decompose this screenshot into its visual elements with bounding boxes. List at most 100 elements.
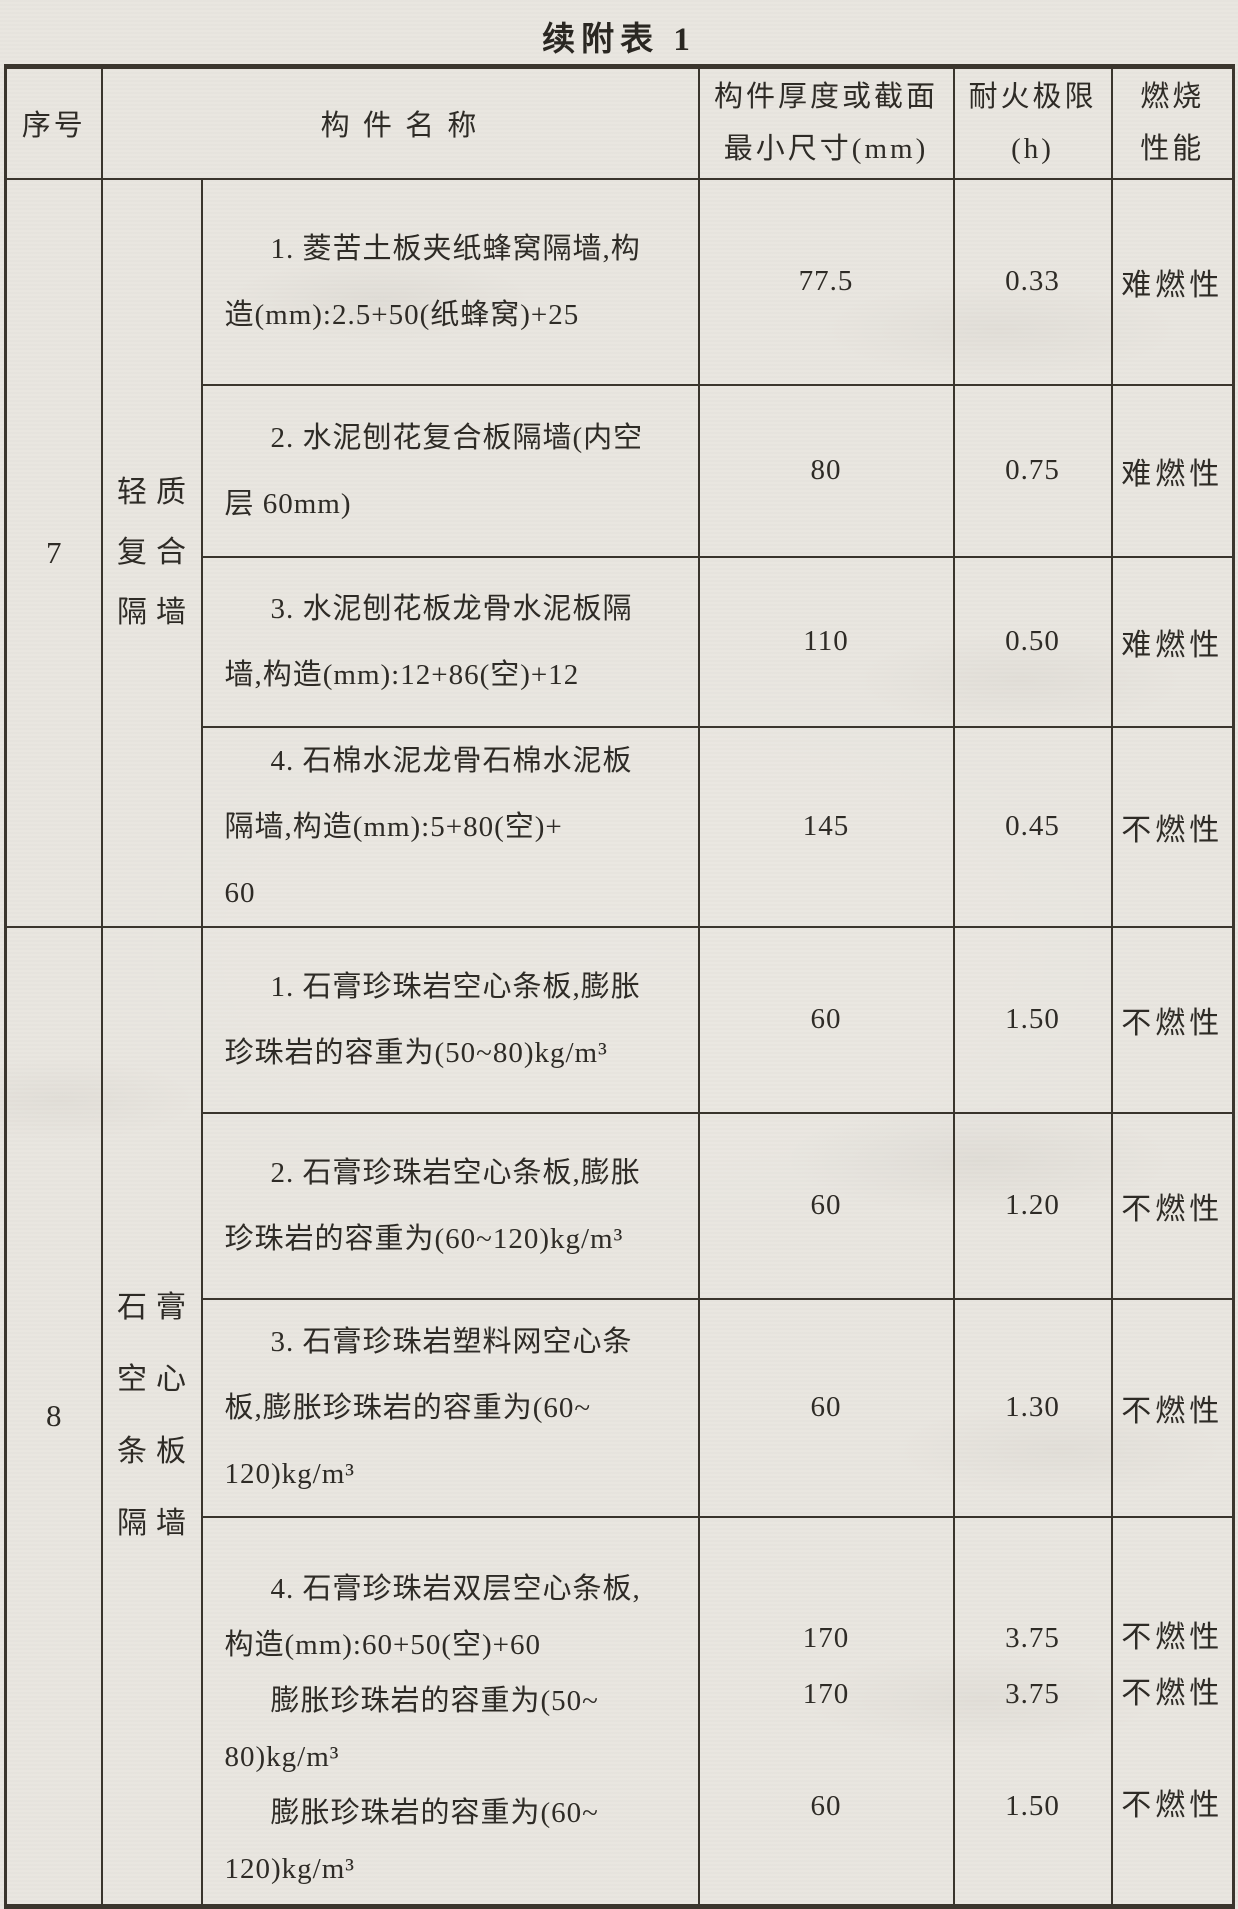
table-row-7-4: 4. 石棉水泥龙骨石棉水泥板 隔墙,构造(mm):5+80(空)+ 60 145… [6, 725, 1235, 928]
header-burn-line1: 燃烧 [1140, 81, 1205, 114]
header-thickness-line2: 最小尺寸(mm) [723, 133, 929, 166]
combustibility-value: 不燃性 [1110, 925, 1235, 1114]
table-row-7-3: 3. 水泥刨花板龙骨水泥板隔 墙,构造(mm):12+86(空)+12 110 … [6, 555, 1235, 728]
thickness-value: 60 [810, 1789, 842, 1822]
fire-limit-value: 1.50 [1005, 1789, 1060, 1822]
text-line: 1. 石膏珍珠岩空心条板,膨胀 [270, 970, 641, 1003]
text-line: 珍珠岩的容重为(50~80)kg/m³ [224, 1036, 608, 1069]
fire-limit-value: 0.75 [952, 383, 1113, 558]
header-row: 序号 构 件 名 称 构件厚度或截面 最小尺寸(mm) 耐火极限 (h) 燃烧 … [4, 65, 1235, 180]
category-line: 隔墙 [117, 1506, 195, 1540]
text-line: 板,膨胀珍珠岩的容重为(60~ [224, 1391, 592, 1424]
fire-limit-value: 1.50 [952, 925, 1113, 1114]
header-component-name: 构 件 名 称 [100, 65, 700, 180]
thickness-value: 60 [697, 925, 955, 1114]
category-line: 石膏 [117, 1290, 195, 1324]
component-name-cell: 3. 石膏珍珠岩塑料网空心条 板,膨胀珍珠岩的容重为(60~ 120)kg/m³ [200, 1297, 700, 1518]
component-name-cell: 4. 石膏珍珠岩双层空心条板, 构造(mm):60+50(空)+60 膨胀珍珠岩… [200, 1515, 700, 1908]
text-line: 1. 菱苦土板夹纸蜂窝隔墙,构 [270, 232, 641, 265]
header-fire-line2: (h) [1011, 133, 1054, 166]
text-line: 120)kg/m³ [224, 1457, 355, 1490]
text-line: 墙,构造(mm):12+86(空)+12 [224, 658, 580, 691]
thickness-value: 110 [697, 555, 955, 728]
component-name-lines: 4. 石膏珍珠岩双层空心条板, 构造(mm):60+50(空)+60 膨胀珍珠岩… [225, 1525, 688, 1897]
component-name-lines: 3. 水泥刨花板龙骨水泥板隔 墙,构造(mm):12+86(空)+12 [225, 576, 688, 708]
combustibility-value: 不燃性 [1121, 1788, 1224, 1822]
header-fire-line1: 耐火极限 [968, 81, 1097, 114]
header-fire-limit: 耐火极限 (h) [952, 65, 1113, 180]
category-line: 空心 [117, 1362, 195, 1396]
header-serial: 序号 [4, 65, 103, 180]
text-line: 3. 石膏珍珠岩塑料网空心条 [270, 1325, 633, 1358]
text-line: 4. 石棉水泥龙骨石棉水泥板 [270, 744, 633, 777]
combustibility-value: 不燃性 [1121, 1676, 1224, 1710]
fire-limit-value: 3.75 [1005, 1621, 1060, 1654]
thickness-value: 145 [697, 725, 955, 928]
fire-limit-value: 1.30 [952, 1297, 1113, 1518]
thickness-value: 170 [802, 1621, 850, 1654]
group-category-8: 石膏 空心 条板 隔墙 [100, 925, 203, 1908]
component-name-lines: 1. 石膏珍珠岩空心条板,膨胀 珍珠岩的容重为(50~80)kg/m³ [225, 954, 688, 1086]
table-row-8-2: 2. 石膏珍珠岩空心条板,膨胀 珍珠岩的容重为(60~120)kg/m³ 60 … [6, 1111, 1235, 1300]
text-line: 膨胀珍珠岩的容重为(50~ [270, 1684, 599, 1717]
text-line: 3. 水泥刨花板龙骨水泥板隔 [270, 592, 633, 625]
thickness-value: 60 [697, 1297, 955, 1518]
category-line: 复合 [117, 535, 195, 569]
combustibility-value: 不燃性 [1121, 1620, 1224, 1654]
text-line: 构造(mm):60+50(空)+60 [224, 1628, 542, 1661]
header-thickness: 构件厚度或截面 最小尺寸(mm) [697, 65, 955, 180]
group-serial-8: 8 [4, 925, 103, 1908]
text-line: 60 [224, 876, 256, 909]
text-line: 珍珠岩的容重为(60~120)kg/m³ [224, 1222, 624, 1255]
component-name-cell: 1. 菱苦土板夹纸蜂窝隔墙,构 造(mm):2.5+50(纸蜂窝)+25 [200, 177, 700, 386]
thickness-value-stack: 170 170 60 [697, 1515, 955, 1908]
table-row-8-4: 4. 石膏珍珠岩双层空心条板, 构造(mm):60+50(空)+60 膨胀珍珠岩… [6, 1515, 1235, 1908]
category-line: 隔墙 [117, 595, 195, 629]
table-row-7-1: 7 轻质 复合 隔墙 1. 菱苦土板夹纸蜂窝隔墙,构 造(mm):2.5+50(… [4, 177, 1235, 928]
combustibility-value: 难燃性 [1110, 555, 1235, 728]
header-burn-line2: 性能 [1140, 133, 1205, 166]
text-line: 80)kg/m³ [224, 1740, 340, 1773]
combustibility-value: 难燃性 [1110, 383, 1235, 558]
table-row-8-1: 8 石膏 空心 条板 隔墙 1. 石膏珍珠岩空心条板,膨胀 珍珠岩的容重为(50… [4, 925, 1235, 1908]
component-name-lines: 1. 菱苦土板夹纸蜂窝隔墙,构 造(mm):2.5+50(纸蜂窝)+25 [225, 216, 688, 348]
category-line: 轻质 [117, 475, 195, 509]
header-combustibility: 燃烧 性能 [1110, 65, 1235, 180]
combustibility-value: 不燃性 [1110, 725, 1235, 928]
combustibility-value: 难燃性 [1110, 177, 1235, 386]
text-line: 2. 水泥刨花复合板隔墙(内空 [270, 421, 644, 454]
group-serial-7: 7 [4, 177, 103, 928]
fire-limit-value: 0.45 [952, 725, 1113, 928]
fire-limit-value: 0.33 [952, 177, 1113, 386]
component-name-cell: 2. 水泥刨花复合板隔墙(内空 层 60mm) [200, 383, 700, 558]
component-name-lines: 2. 水泥刨花复合板隔墙(内空 层 60mm) [225, 405, 688, 537]
text-line: 造(mm):2.5+50(纸蜂窝)+25 [224, 298, 580, 331]
text-line: 膨胀珍珠岩的容重为(60~ [270, 1796, 599, 1829]
component-name-cell: 4. 石棉水泥龙骨石棉水泥板 隔墙,构造(mm):5+80(空)+ 60 [200, 725, 700, 928]
thickness-value: 80 [697, 383, 955, 558]
header-thickness-line1: 构件厚度或截面 [714, 81, 939, 114]
group-category-lines: 轻质 复合 隔墙 [104, 463, 200, 643]
component-name-cell: 2. 石膏珍珠岩空心条板,膨胀 珍珠岩的容重为(60~120)kg/m³ [200, 1111, 700, 1300]
component-name-lines: 4. 石棉水泥龙骨石棉水泥板 隔墙,构造(mm):5+80(空)+ 60 [224, 729, 688, 925]
table-row-7-2: 2. 水泥刨花复合板隔墙(内空 层 60mm) 80 0.75 难燃性 [6, 383, 1235, 558]
fire-limit-value: 1.20 [952, 1111, 1113, 1300]
thickness-value: 60 [697, 1111, 955, 1300]
category-line: 条板 [117, 1434, 195, 1468]
table-row-8-3: 3. 石膏珍珠岩塑料网空心条 板,膨胀珍珠岩的容重为(60~ 120)kg/m³… [6, 1297, 1235, 1518]
thickness-value: 170 [802, 1677, 850, 1710]
thickness-value: 77.5 [697, 177, 955, 386]
fire-resistance-table: 序号 构 件 名 称 构件厚度或截面 最小尺寸(mm) 耐火极限 (h) 燃烧 … [4, 64, 1236, 1909]
group-category-lines: 石膏 空心 条板 隔墙 [104, 1272, 200, 1560]
text-line: 4. 石膏珍珠岩双层空心条板, [270, 1572, 641, 1605]
component-name-lines: 2. 石膏珍珠岩空心条板,膨胀 珍珠岩的容重为(60~120)kg/m³ [225, 1140, 688, 1272]
fire-limit-value-stack: 3.75 3.75 1.50 [952, 1515, 1113, 1908]
component-name-lines: 3. 石膏珍珠岩塑料网空心条 板,膨胀珍珠岩的容重为(60~ 120)kg/m³ [225, 1309, 688, 1507]
fire-limit-value: 0.50 [952, 555, 1113, 728]
text-line: 层 60mm) [224, 487, 352, 520]
combustibility-value: 不燃性 [1110, 1111, 1235, 1300]
component-name-cell: 1. 石膏珍珠岩空心条板,膨胀 珍珠岩的容重为(50~80)kg/m³ [200, 925, 700, 1114]
text-line: 隔墙,构造(mm):5+80(空)+ [224, 810, 563, 843]
combustibility-value: 不燃性 [1110, 1297, 1235, 1518]
text-line: 120)kg/m³ [224, 1852, 355, 1885]
